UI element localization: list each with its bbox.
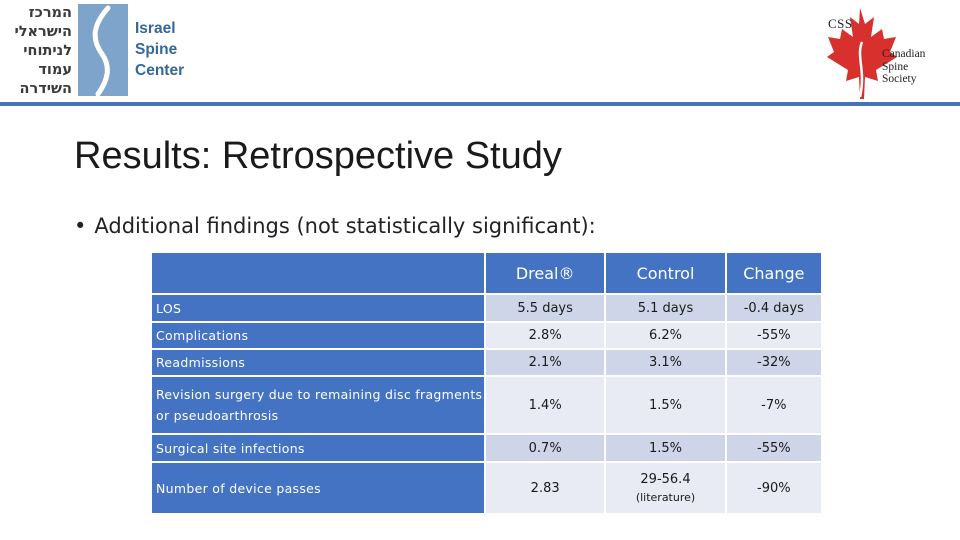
isc-logo-line: Israel [135,20,176,37]
results-table: Dreal® Control Change LOS 5.5 days 5.1 d… [150,251,824,515]
table-row: Revision surgery due to remaining disc f… [150,375,824,435]
change-value: -55% [724,433,824,463]
header-cell-change: Change [724,251,824,295]
table-row: Complications 2.8% 6.2% -55% [150,321,824,350]
change-value: -0.4 days [724,293,824,323]
dreal-value: 2.1% [483,348,607,377]
hebrew-logo-line: המרכז [28,5,72,21]
control-value: 1.5% [604,375,727,435]
change-value: -90% [724,461,824,515]
hebrew-logo-text: המרכז הישראלי לניתוחי עמוד השידרה [8,4,72,99]
header-cell-dreal: Dreal® [483,251,607,295]
table-row: Readmissions 2.1% 3.1% -32% [150,348,824,377]
row-label: Revision surgery due to remaining disc f… [150,375,486,435]
control-value-note: (literature) [635,491,696,504]
css-name: Canadian Spine Society [882,48,925,86]
change-value: -32% [724,348,824,377]
row-label: Number of device passes [150,461,486,515]
change-value: -7% [724,375,824,435]
isc-logo-line: Center [135,62,185,79]
dreal-value: 0.7% [483,433,607,463]
control-value: 3.1% [604,348,727,377]
bullet-icon: • [74,214,87,238]
css-abbreviation: CSS [828,16,853,31]
dreal-value: 2.8% [483,321,607,350]
control-value-cell: 29-56.4 (literature) [604,461,727,515]
canadian-spine-society-logo: CSS Canadian Spine Society [820,2,950,102]
header-cell-blank [150,251,486,295]
maple-leaf-icon [827,8,897,99]
change-value: -55% [724,321,824,350]
control-value: 1.5% [604,433,727,463]
dreal-value: 5.5 days [483,293,607,323]
hebrew-logo-line: השידרה [19,81,72,97]
table-row: Surgical site infections 0.7% 1.5% -55% [150,433,824,463]
row-label: Surgical site infections [150,433,486,463]
dreal-value: 1.4% [483,375,607,435]
row-label: Complications [150,321,486,350]
isc-logo-line: Spine [135,41,178,58]
css-name-line: Society [882,73,917,85]
table-row: LOS 5.5 days 5.1 days -0.4 days [150,293,824,323]
row-label: LOS [150,293,486,323]
row-label: Readmissions [150,348,486,377]
hebrew-logo-line: הישראלי [14,24,72,40]
bullet-text: Additional findings (not statistically s… [94,214,596,238]
hebrew-logo-line: לניתוחי [23,43,72,59]
control-value: 29-56.4 [640,472,691,487]
spine-logo-icon [78,4,128,96]
table-row: Number of device passes 2.83 29-56.4 (li… [150,461,824,515]
header-divider [0,102,960,106]
hebrew-logo-line: עמוד [38,62,72,78]
dreal-value: 2.83 [483,461,607,515]
css-name-line: Spine [882,60,909,73]
bullet-point: • Additional findings (not statistically … [74,214,596,238]
control-value: 6.2% [604,321,727,350]
css-name-line: Canadian [882,48,926,60]
control-value: 5.1 days [604,293,727,323]
slide-title: Results: Retrospective Study [74,135,562,177]
table-header-row: Dreal® Control Change [150,251,824,295]
header-cell-control: Control [604,251,727,295]
israel-spine-center-logo-text: Israel Spine Center [135,18,184,81]
